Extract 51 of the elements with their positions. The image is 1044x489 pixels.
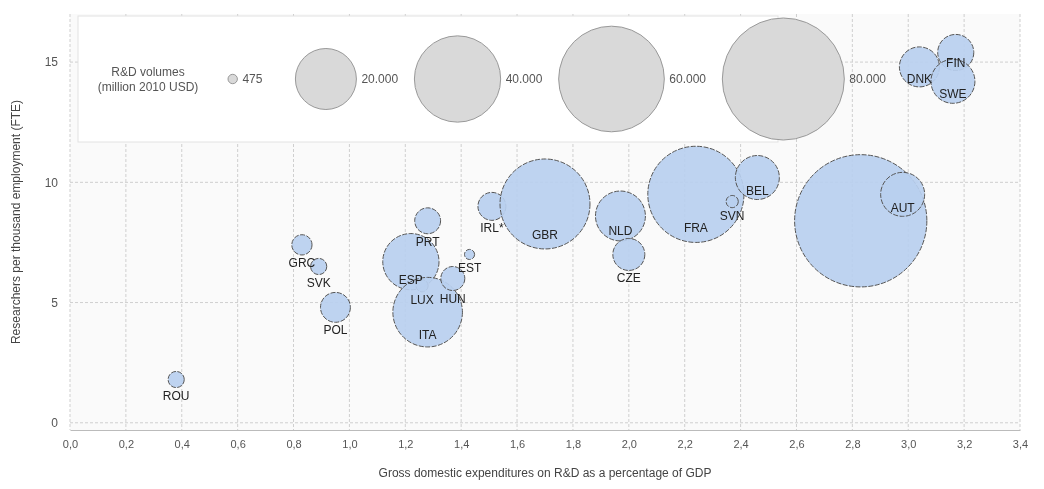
x-tick-label: 1,2 [398,437,414,450]
x-tick-label: 3,2 [956,437,973,450]
annotation: BEL [746,183,770,198]
annotation: EST [457,260,482,275]
annotation: IRL* [480,221,504,236]
annotation: SWE [939,87,967,102]
annotation: GRC [288,255,316,270]
x-tick-label: 1,4 [454,437,470,450]
annotation: POL [323,323,348,338]
x-tick-label: 1,6 [509,437,526,450]
legend-title: R&D volumes (million 2010 USD) [97,64,199,94]
annotation: LUX [410,292,434,307]
y-axis-title: Researchers per thousand employment (FTE) [9,99,23,345]
annotation: ITA [418,328,437,343]
legend-label: 40.000 [505,72,543,86]
x-tick-label: 0,8 [286,437,302,450]
y-tick-label: 15 [44,55,59,70]
legend-label: 20.000 [361,72,399,86]
x-tick-label: 3,0 [901,437,917,450]
annotation: PRT [415,234,441,249]
annotation: ROU [162,388,190,403]
x-axis-title: Gross domestic expenditures on R&D as a percentage of GDP [378,466,712,480]
annotation: GBR [531,228,559,243]
x-tick-label: 2,6 [789,437,805,450]
annotation: AUT [890,200,916,215]
x-tick-label: 0,4 [174,437,190,450]
y-tick-label: 5 [51,295,59,310]
x-tick-label: 0,6 [230,437,246,450]
x-tick-label: 2,0 [621,437,637,450]
annotation: SVN [719,208,745,223]
x-tick-label: 1,8 [565,437,582,450]
x-tick-label: 0,0 [62,437,79,450]
annotation: CZE [616,271,641,286]
legend-label: 60.000 [669,72,707,86]
annotation: ESP [398,272,423,287]
annotation: FIN [946,55,966,70]
annotation: NLD [608,224,633,239]
x-tick-label: 2,2 [677,437,693,450]
y-tick-label: 0 [51,416,59,431]
x-tick-label: 2,8 [845,437,861,450]
x-tick-label: 0,2 [118,437,135,450]
legend-label: 80.000 [849,72,887,86]
x-tick-label: 2,4 [733,437,749,450]
annotation: FRA [683,220,708,235]
annotation: SVK [306,275,331,290]
annotation: HUN [439,291,466,306]
x-tick-label: 3,4 [1012,437,1029,450]
legend-label: 475 [242,72,263,86]
x-tick-label: 1,0 [342,437,358,450]
y-tick-label: 10 [44,175,59,190]
annotation: DNK [906,71,933,86]
